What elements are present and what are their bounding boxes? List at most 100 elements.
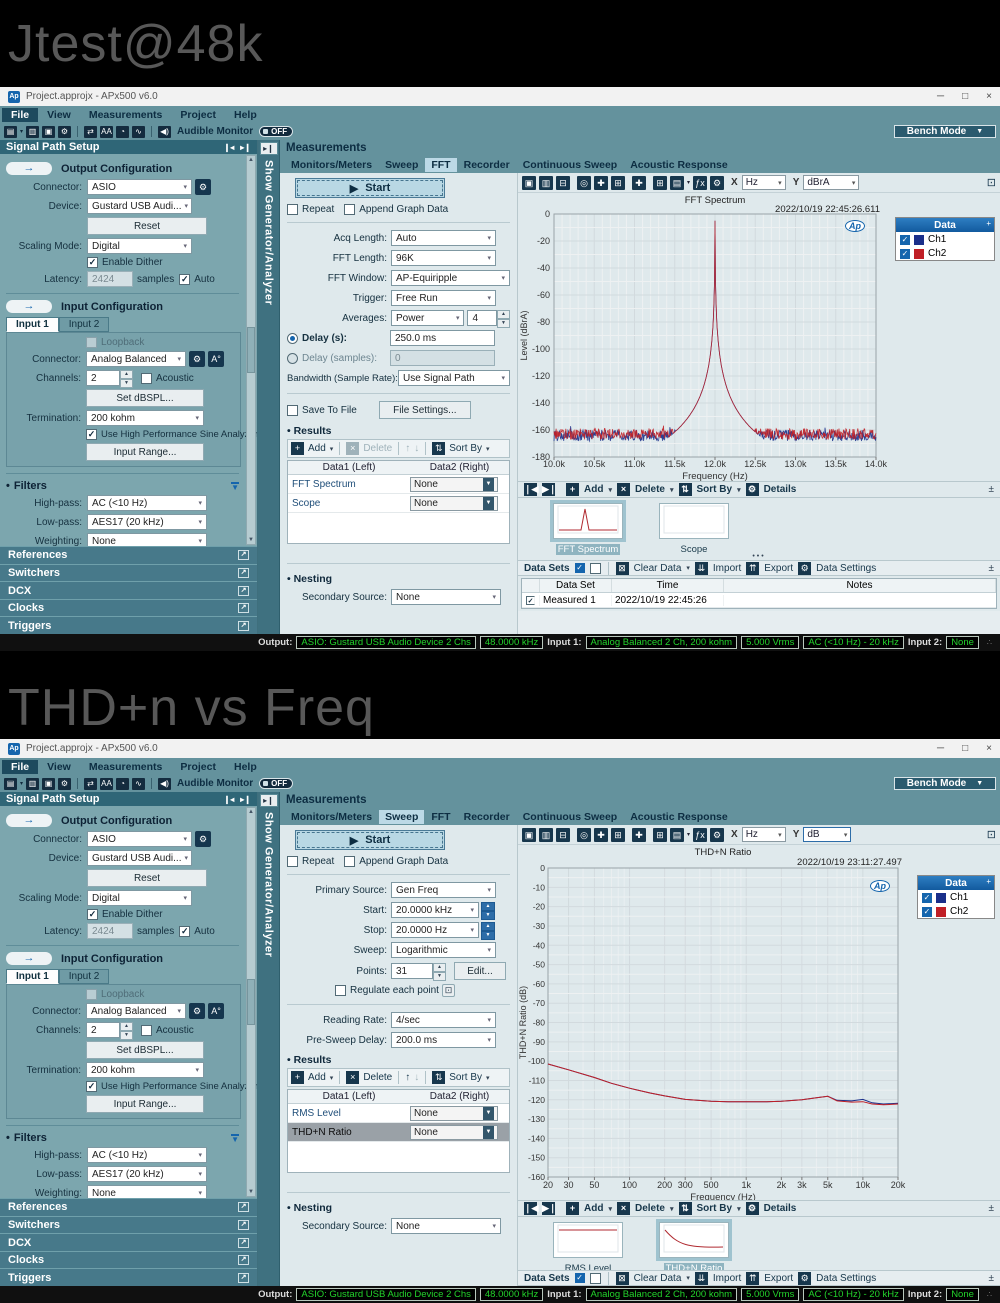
aa-filter-icon[interactable]: AA [100, 777, 114, 790]
channels-stepper[interactable]: ▲ ▼ [120, 370, 133, 388]
nav-dcx[interactable]: DCX ↗ [0, 581, 257, 599]
latency-auto-checkbox[interactable]: ✓ [179, 925, 191, 937]
loopback-checkbox[interactable] [86, 337, 97, 348]
thumbnail-fft-spectrum[interactable]: FFT Spectrum [548, 500, 628, 555]
append-graph-checkbox[interactable] [344, 856, 356, 867]
bench-mode-dropdown[interactable]: Bench Mode ▼ [894, 777, 996, 790]
presweep-delay-select[interactable]: 200.0 ms ▾ [391, 1032, 496, 1048]
edit-points-button[interactable]: Edit... [454, 962, 506, 980]
maximize-button[interactable]: □ [962, 743, 969, 754]
zoom-icon[interactable]: ◎ [577, 175, 591, 190]
bench-mode-dropdown[interactable]: Bench Mode ▼ [894, 125, 996, 138]
result-row-thdn-ratio[interactable]: THD+N Ratio None ▼ [288, 1123, 509, 1142]
select-none-icon[interactable] [589, 562, 601, 574]
resize-grip[interactable]: ∴ [986, 1290, 992, 1299]
asio-settings-icon[interactable]: ⚙ [195, 179, 211, 195]
tab-fft[interactable]: FFT [431, 810, 451, 823]
legend-item-ch1[interactable]: ✓ Ch1 [900, 234, 947, 245]
transfer-icon[interactable]: ⇄ [84, 125, 98, 138]
delay-samples-radio[interactable] [287, 352, 298, 364]
secondary-source-select[interactable]: None ▾ [391, 1218, 501, 1234]
fft-window-select[interactable]: AP-Equiripple ▾ [391, 270, 510, 286]
ch2-checkbox[interactable]: ✓ [900, 248, 910, 259]
legend-header[interactable]: Data + [918, 876, 994, 890]
tab-monitors-meters[interactable]: Monitors/Meters [291, 158, 373, 171]
dock-left-icon[interactable]: ❙◂ [223, 794, 235, 804]
delay-s-radio[interactable] [287, 332, 298, 344]
scroll-up-icon[interactable]: ▲ [248, 809, 254, 815]
dataset-row-measured1[interactable]: ✓ Measured 1 2022/10/19 22:45:26 [522, 593, 996, 608]
dock-right-icon[interactable]: ▸❙ [240, 142, 251, 152]
auto-range-icon[interactable]: A° [208, 351, 224, 367]
ch2-checkbox[interactable]: ✓ [922, 906, 932, 917]
enable-dither-checkbox[interactable]: ✓ [87, 909, 98, 920]
thumbnail-scope[interactable]: Scope [654, 503, 734, 555]
tab-input-2[interactable]: Input 2 [58, 969, 110, 984]
show-generator-tab[interactable]: Show Generator/Analyzer [262, 160, 275, 306]
menu-measurements[interactable]: Measurements [88, 760, 163, 773]
left-panel-scrollbar[interactable]: ▲ ▼ [246, 155, 256, 546]
menu-view[interactable]: View [47, 108, 71, 121]
transfer-icon[interactable]: ⇄ [84, 777, 98, 790]
append-graph-checkbox[interactable] [344, 204, 356, 215]
acoustic-checkbox[interactable] [141, 1024, 152, 1036]
collapse-icon[interactable]: ± [988, 484, 995, 495]
reading-rate-select[interactable]: 4/sec ▾ [391, 1012, 496, 1028]
select-all-icon[interactable]: ✓ [574, 563, 585, 573]
output-connector-select[interactable]: ASIO ▾ [87, 179, 192, 195]
tab-fft[interactable]: FFT [425, 157, 457, 172]
graph-settings-icon[interactable]: ⚙ [710, 827, 725, 842]
repeat-checkbox[interactable] [287, 856, 298, 867]
nav-clocks[interactable]: Clocks ↗ [0, 598, 257, 617]
sweep-start-input[interactable]: 20.0000 kHz ▾ [391, 902, 479, 918]
sort-by-icon[interactable]: ⇅ [678, 483, 692, 496]
save-project-icon[interactable]: ▣ [42, 777, 56, 790]
primary-source-select[interactable]: Gen Freq ▾ [391, 882, 496, 898]
menu-help[interactable]: Help [233, 108, 257, 121]
close-button[interactable]: × [986, 91, 992, 102]
legend-item-ch2[interactable]: ✓ Ch2 [900, 248, 947, 259]
data2-select[interactable]: None ▼ [410, 1124, 498, 1140]
zoom-out-icon[interactable]: ⊞ [611, 827, 625, 842]
result-row-rms-level[interactable]: RMS Level None ▼ [288, 1104, 509, 1123]
clear-data-icon[interactable]: ⊠ [615, 1271, 629, 1285]
nav-references[interactable]: References ↗ [0, 1198, 257, 1216]
delay-samples-input[interactable]: 0 [390, 350, 495, 366]
open-external-icon[interactable]: ↗ [238, 567, 249, 578]
audible-monitor-toggle[interactable]: OFF [259, 778, 294, 789]
minimize-button[interactable]: ─ [937, 743, 945, 754]
hpsa-checkbox[interactable]: ✓ [86, 1081, 97, 1092]
details-icon[interactable]: ⚙ [745, 1202, 759, 1215]
last-result-icon[interactable]: ▶❘ [542, 1202, 557, 1215]
data-grid-icon[interactable]: ⊞ [653, 175, 667, 190]
resize-grip[interactable]: ∴ [986, 638, 992, 647]
termination-select[interactable]: 200 kohm ▾ [86, 1062, 204, 1078]
save-project-icon[interactable]: ▣ [42, 125, 56, 138]
last-result-icon[interactable]: ▶❘ [542, 483, 557, 496]
delete-icon[interactable]: × [616, 483, 630, 496]
details-icon[interactable]: ⚙ [745, 483, 759, 496]
new-project-icon[interactable]: ▤ [4, 125, 17, 138]
maximize-button[interactable]: □ [962, 91, 969, 102]
start-stepper[interactable]: ▲ ▼ [481, 902, 495, 920]
sort-by-icon[interactable]: ⇅ [432, 1071, 446, 1084]
enable-dither-checkbox[interactable]: ✓ [87, 257, 98, 268]
set-dbspl-button[interactable]: Set dBSPL... [86, 1041, 204, 1059]
tab-continuous-sweep[interactable]: Continuous Sweep [522, 158, 618, 171]
new-dropdown-icon[interactable]: ▾ [20, 129, 24, 135]
dataset-checkbox[interactable]: ✓ [526, 596, 535, 605]
aa-filter-icon[interactable]: AA [100, 125, 114, 138]
import-icon[interactable]: ⇊ [694, 1271, 708, 1285]
set-dbspl-button[interactable]: Set dBSPL... [86, 389, 204, 407]
cursors-icon[interactable]: ▤ [670, 827, 684, 842]
fx-icon[interactable]: ƒx [693, 827, 708, 842]
auto-range-icon[interactable]: A° [208, 1003, 224, 1019]
tab-recorder[interactable]: Recorder [463, 810, 510, 823]
export-icon[interactable]: ⇈ [746, 1271, 760, 1285]
pin-panel-icon[interactable]: ▸❙ [259, 794, 278, 807]
repeat-checkbox[interactable] [287, 204, 298, 215]
secondary-source-select[interactable]: None ▾ [391, 589, 501, 605]
clear-data-icon[interactable]: ⊠ [615, 561, 629, 575]
sweep-stop-input[interactable]: 20.0000 Hz ▾ [391, 922, 479, 938]
close-button[interactable]: × [986, 743, 992, 754]
